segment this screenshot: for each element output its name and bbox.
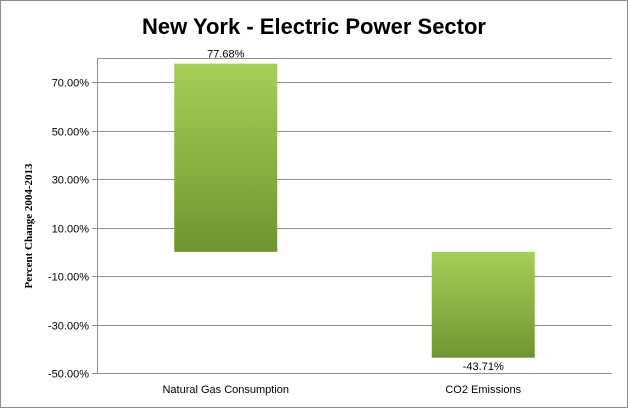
category-label: CO2 Emissions (445, 384, 521, 396)
y-tick-label: 50.00% (52, 127, 90, 139)
y-tick-label: 30.00% (52, 175, 90, 187)
y-tick-label: -30.00% (48, 321, 89, 333)
category-label: Natural Gas Consumption (162, 384, 289, 396)
data-label: 77.68% (207, 49, 245, 61)
bar-natural-gas-consumption (174, 63, 278, 252)
chart-title: New York - Electric Power Sector (142, 14, 486, 39)
y-tick-label: 70.00% (52, 78, 90, 90)
data-label: -43.71% (463, 361, 504, 373)
bar-co2-emissions (431, 251, 535, 358)
y-tick-label: 10.00% (52, 224, 90, 236)
y-tick-label: -50.00% (48, 369, 89, 381)
y-tick-label: -10.00% (48, 272, 89, 284)
y-axis-label: Percent Change 2004-2013 (23, 163, 35, 289)
